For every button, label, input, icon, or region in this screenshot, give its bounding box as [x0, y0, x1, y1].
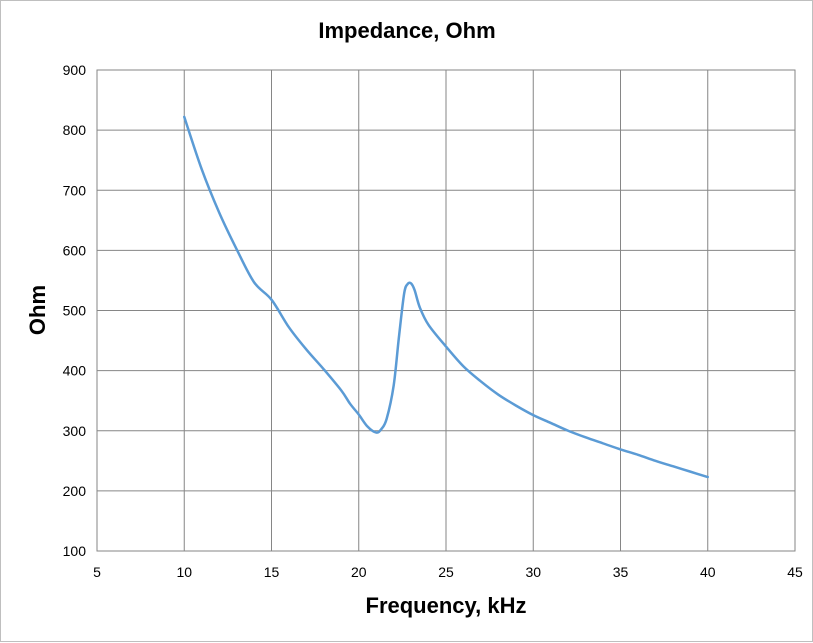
x-tick-label: 25 — [438, 564, 454, 580]
x-axis-label: Frequency, kHz — [366, 593, 527, 618]
tick-labels: 5 10 15 20 25 30 35 40 45 100 200 300 400 500 600 700 80… — [63, 62, 803, 580]
grid-layer — [96, 69, 796, 552]
chart-title: Impedance, Ohm — [318, 18, 495, 43]
y-tick-label: 700 — [63, 182, 87, 198]
x-tick-label: 30 — [525, 564, 541, 580]
x-tick-label: 35 — [613, 564, 629, 580]
y-tick-label: 900 — [63, 62, 87, 78]
x-tick-label: 15 — [264, 564, 280, 580]
y-tick-label: 200 — [63, 483, 87, 499]
y-tick-label: 400 — [63, 363, 87, 379]
x-tick-label: 40 — [700, 564, 716, 580]
series-layer — [183, 115, 709, 479]
plot-area — [96, 69, 796, 552]
y-tick-label: 600 — [63, 242, 87, 258]
y-axis-label: Ohm — [25, 285, 50, 335]
y-tick-label: 300 — [63, 423, 87, 439]
impedance-series-line — [183, 115, 709, 479]
x-tick-label: 45 — [787, 564, 803, 580]
y-tick-label: 800 — [63, 122, 87, 138]
x-tick-label: 5 — [93, 564, 101, 580]
x-tick-label: 20 — [351, 564, 367, 580]
y-tick-label: 100 — [63, 543, 87, 559]
y-tick-label: 500 — [63, 303, 87, 319]
x-tick-label: 10 — [176, 564, 192, 580]
